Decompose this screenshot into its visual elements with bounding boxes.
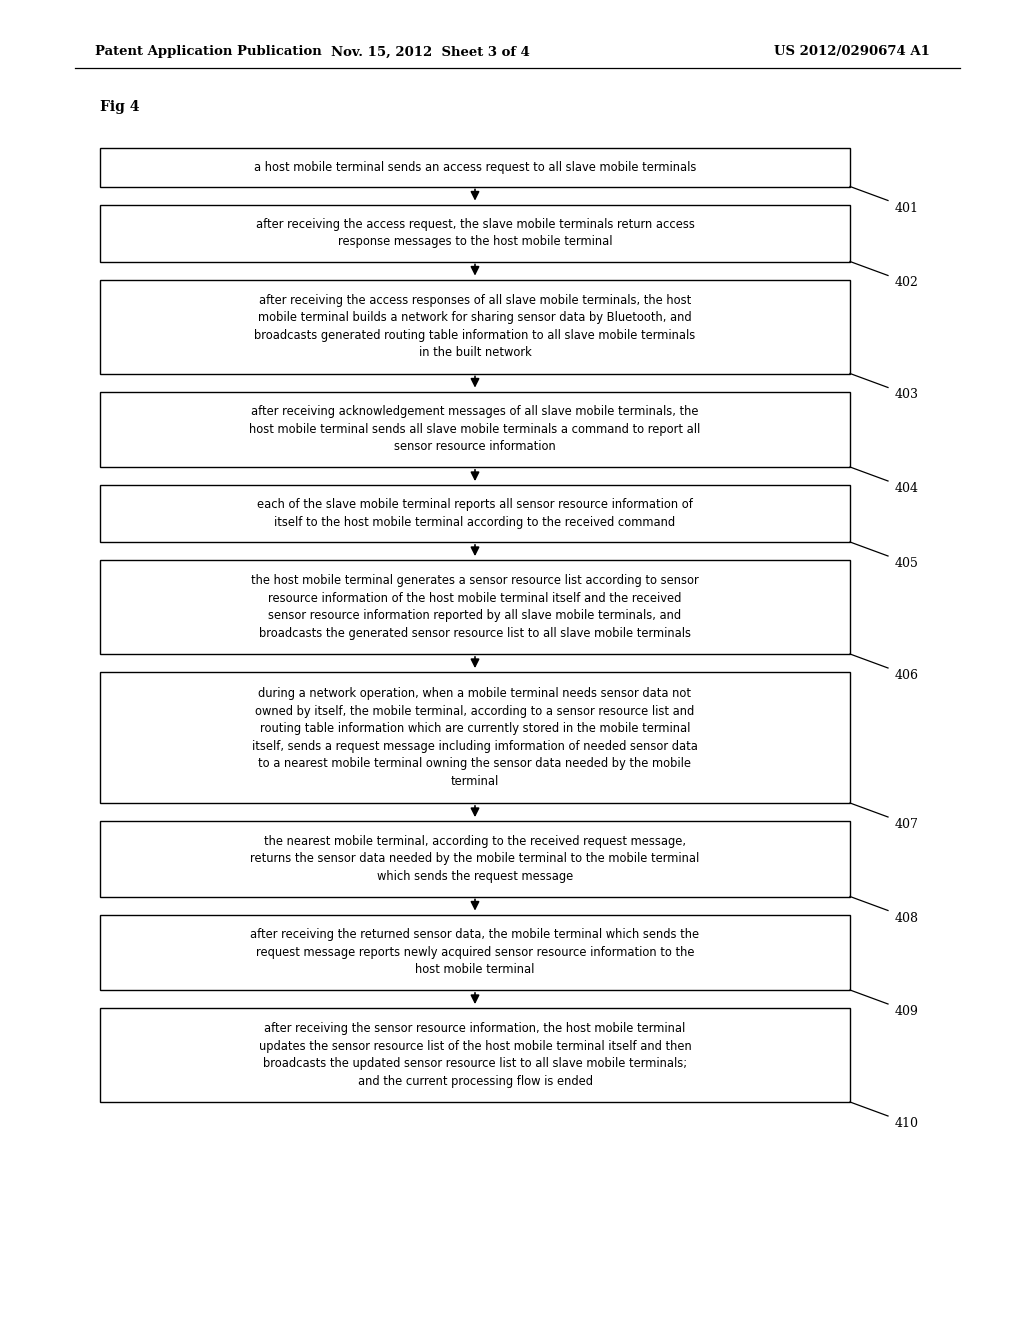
Text: 405: 405 — [895, 557, 919, 570]
Text: after receiving the access request, the slave mobile terminals return access
res: after receiving the access request, the … — [256, 218, 694, 248]
Text: Patent Application Publication: Patent Application Publication — [95, 45, 322, 58]
Text: each of the slave mobile terminal reports all sensor resource information of
its: each of the slave mobile terminal report… — [257, 498, 693, 529]
Text: the host mobile terminal generates a sensor resource list according to sensor
re: the host mobile terminal generates a sen… — [251, 574, 698, 640]
Text: after receiving the access responses of all slave mobile terminals, the host
mob: after receiving the access responses of … — [254, 294, 695, 359]
Text: after receiving the returned sensor data, the mobile terminal which sends the
re: after receiving the returned sensor data… — [251, 928, 699, 977]
Text: 408: 408 — [895, 912, 919, 924]
Text: a host mobile terminal sends an access request to all slave mobile terminals: a host mobile terminal sends an access r… — [254, 161, 696, 174]
Bar — [100, 280, 850, 374]
Text: the nearest mobile terminal, according to the received request message,
returns : the nearest mobile terminal, according t… — [251, 834, 699, 883]
Bar — [100, 672, 850, 803]
Text: 402: 402 — [895, 276, 919, 289]
Text: Nov. 15, 2012  Sheet 3 of 4: Nov. 15, 2012 Sheet 3 of 4 — [331, 45, 529, 58]
Bar — [100, 915, 850, 990]
Text: Fig 4: Fig 4 — [100, 100, 139, 114]
Text: 409: 409 — [895, 1005, 919, 1018]
Text: 401: 401 — [895, 202, 919, 214]
Text: after receiving acknowledgement messages of all slave mobile terminals, the
host: after receiving acknowledgement messages… — [250, 405, 700, 453]
Bar — [100, 560, 850, 653]
Text: US 2012/0290674 A1: US 2012/0290674 A1 — [774, 45, 930, 58]
Bar — [100, 484, 850, 543]
Text: 407: 407 — [895, 818, 919, 832]
Bar — [100, 205, 850, 261]
Text: 406: 406 — [895, 669, 919, 682]
Bar — [100, 148, 850, 186]
Text: 410: 410 — [895, 1117, 919, 1130]
Bar — [100, 821, 850, 896]
Text: 403: 403 — [895, 388, 919, 401]
Text: during a network operation, when a mobile terminal needs sensor data not
owned b: during a network operation, when a mobil… — [252, 688, 698, 788]
Bar — [100, 1008, 850, 1102]
Bar — [100, 392, 850, 467]
Text: after receiving the sensor resource information, the host mobile terminal
update: after receiving the sensor resource info… — [259, 1022, 691, 1088]
Text: 404: 404 — [895, 482, 919, 495]
